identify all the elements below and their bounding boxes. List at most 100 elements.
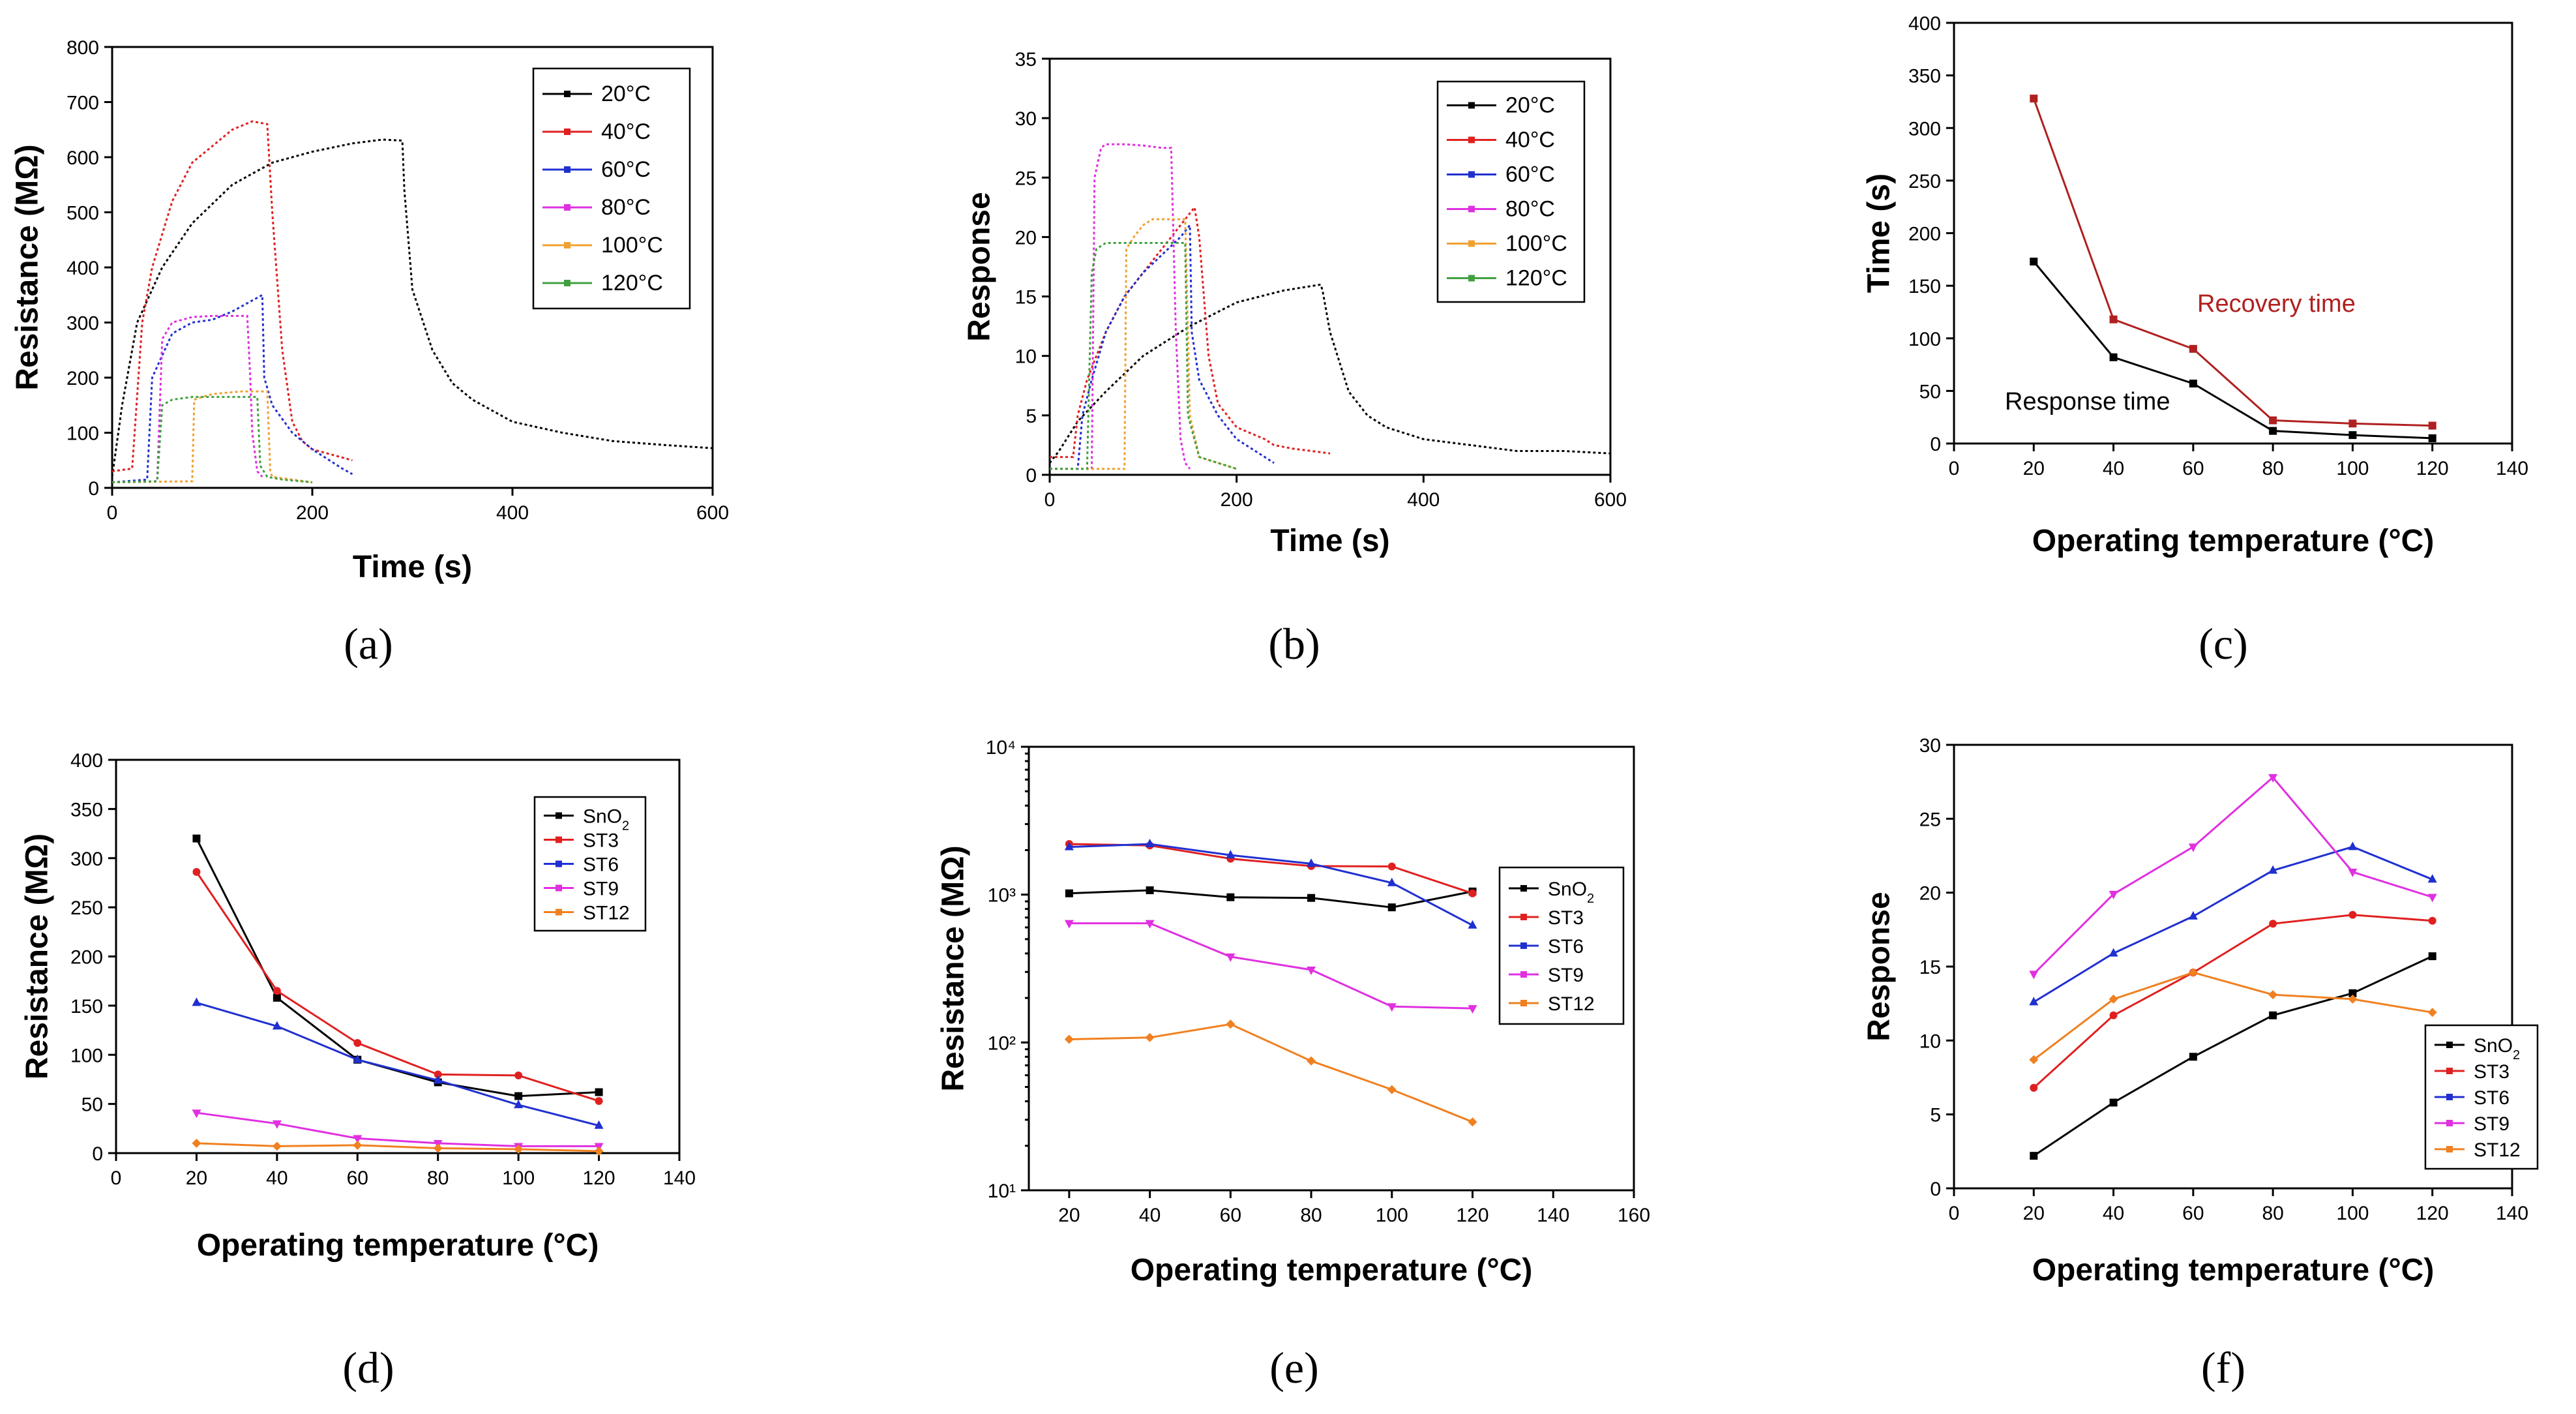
panel-label: (d) [342, 1343, 394, 1392]
x-tick-label: 40 [1139, 1205, 1161, 1226]
x-tick-label: 80 [427, 1167, 449, 1189]
data-point [1145, 1032, 1155, 1042]
y-axis-label: Time (s) [1862, 173, 1897, 293]
data-point [1307, 894, 1316, 902]
legend-entry: 120°C [1505, 266, 1567, 291]
data-point [2348, 841, 2358, 850]
data-point [2189, 344, 2197, 353]
data-point [1387, 903, 1396, 912]
legend-entry: 100°C [1505, 232, 1567, 256]
data-point [2428, 434, 2436, 442]
legend-entry: ST12 [583, 903, 630, 924]
y-tick-label: 700 [67, 93, 99, 114]
y-tick-label: 35 [1015, 49, 1037, 70]
y-tick-label: 30 [1919, 735, 1941, 757]
legend-entry: ST9 [1548, 965, 1584, 986]
y-tick-label: 500 [67, 203, 99, 224]
data-point [353, 1054, 363, 1063]
data-point [2188, 910, 2198, 920]
y-tick-label: 25 [1919, 809, 1941, 830]
chart-panel-f: 0 20 40 60 80 100 120 140 0 5 10 15 20 25 30 Operating … [1862, 735, 2539, 1392]
data-point [1145, 920, 1155, 929]
data-point [595, 1088, 603, 1096]
plot-frame [1028, 745, 1635, 1192]
chart-panel-d: 0 20 40 60 80 100 120 140 0 50 100 150 200 250 300 350 4… [20, 750, 696, 1392]
legend-marker [564, 204, 570, 211]
data-point [1307, 1056, 1316, 1066]
legend-marker [1520, 914, 1527, 920]
data-point [2348, 431, 2357, 440]
legend-box [1436, 80, 1586, 303]
legend-entry: ST6 [2474, 1087, 2509, 1109]
y-tick-label: 20 [1919, 883, 1941, 905]
series-line-1 [2032, 98, 2433, 427]
data-point [2188, 843, 2198, 852]
x-tick-label: 400 [1407, 489, 1440, 511]
data-point [2428, 421, 2436, 430]
x-tick-label: 120 [2416, 1203, 2449, 1224]
x-tick-label: 400 [496, 502, 529, 524]
data-point [2348, 868, 2358, 877]
data-point [2268, 774, 2278, 783]
x-axis-label: Time (s) [353, 550, 472, 584]
x-tick-label: 80 [2262, 458, 2283, 479]
x-axis-label: Operating temperature (°C) [1131, 1253, 1533, 1287]
data-point [2428, 916, 2436, 925]
legend-entry: ST3 [2474, 1061, 2509, 1083]
y-tick-label: 0 [1930, 434, 1941, 455]
y-tick-label: 10 [1015, 346, 1037, 368]
x-tick-label: 140 [2496, 1203, 2528, 1224]
y-tick-label: 10¹ [988, 1181, 1016, 1202]
y-tick-label: 300 [67, 313, 99, 335]
legend-entry: ST12 [2474, 1139, 2521, 1161]
legend-marker [2446, 1120, 2453, 1126]
y-tick-label: 10 [1919, 1030, 1941, 1052]
legend-marker [555, 884, 562, 892]
legend: 20°C 40°C 60°C 80°C 100°C 120°C [532, 67, 691, 310]
legend-entry: 80°C [1505, 197, 1555, 222]
legend-entry: SnO2 [2474, 1035, 2520, 1062]
series-line-2 [111, 293, 353, 483]
data-point [594, 1120, 604, 1129]
y-axis-label: Resistance (MΩ) [20, 834, 55, 1079]
series-line-0 [2033, 955, 2433, 1157]
panel-label: (e) [1269, 1343, 1318, 1392]
x-axis-label: Operating temperature (°C) [197, 1228, 599, 1263]
x-tick-label: 120 [583, 1167, 615, 1189]
data-point [2269, 1011, 2277, 1019]
legend-marker [564, 280, 570, 286]
data-point [2109, 353, 2118, 361]
data-point [2188, 968, 2198, 978]
x-tick-label: 60 [1220, 1205, 1241, 1226]
data-point [2268, 990, 2278, 1000]
legend-entry: 60°C [601, 157, 651, 182]
y-tick-label: 400 [1908, 13, 1941, 35]
data-point [192, 834, 201, 843]
data-point [2029, 970, 2039, 980]
x-tick-label: 40 [2103, 458, 2124, 479]
y-tick-label: 100 [1908, 329, 1941, 350]
data-point [2427, 1008, 2437, 1017]
x-tick-label: 140 [663, 1167, 696, 1189]
series-line-1 [196, 871, 600, 1102]
series-line-2 [1050, 222, 1275, 470]
legend-marker [555, 909, 562, 916]
panel-label: (f) [2201, 1343, 2245, 1392]
y-tick-label: 0 [92, 1143, 103, 1165]
annotation-0: Recovery time [2197, 290, 2356, 318]
data-point [273, 993, 281, 1002]
y-axis-label: Resistance (MΩ) [10, 144, 45, 390]
y-tick-label: 200 [1908, 224, 1941, 245]
series-line-3 [196, 1111, 599, 1147]
data-point [353, 1135, 363, 1144]
data-point [1387, 1085, 1397, 1094]
data-point [272, 1120, 282, 1129]
series-line-4 [196, 1142, 599, 1152]
data-point [2269, 416, 2277, 425]
data-point [1387, 877, 1397, 886]
panel-label: (b) [1268, 619, 1320, 669]
data-point [2109, 994, 2118, 1004]
plot-frame [1953, 22, 2513, 445]
data-point [1387, 862, 1396, 871]
